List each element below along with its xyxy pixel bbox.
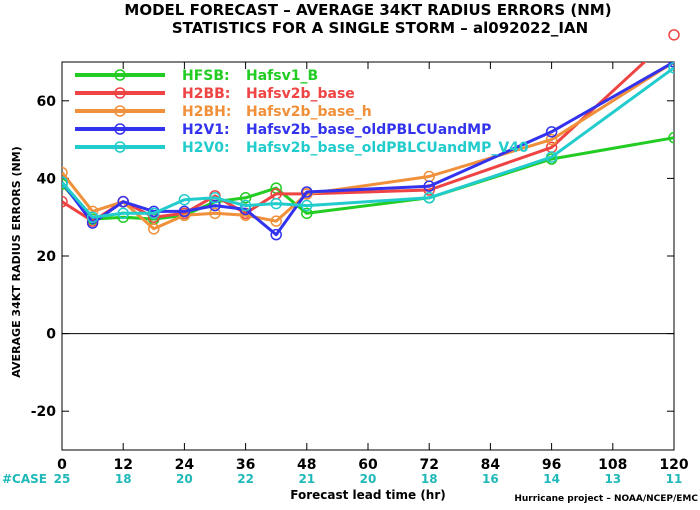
legend-code: HFSB: <box>182 68 230 84</box>
data-point <box>62 195 68 208</box>
data-point <box>423 192 435 204</box>
data-point <box>117 207 129 220</box>
y-tick-label: -20 <box>31 404 57 420</box>
data-point <box>178 193 191 206</box>
case-count: 14 <box>543 472 560 486</box>
x-tick-label: 48 <box>297 457 316 473</box>
case-count: 18 <box>421 472 438 486</box>
legend-desc: Hafsv2b_base_h <box>246 104 372 120</box>
x-tick-label: 96 <box>542 457 561 473</box>
data-point-offscale <box>668 29 680 41</box>
data-point <box>270 215 282 227</box>
legend-marker <box>114 123 126 135</box>
y-tick-label: 40 <box>37 171 57 187</box>
data-point <box>545 126 558 138</box>
legend-marker <box>114 69 126 81</box>
legend-code: H2BH: <box>182 104 231 120</box>
data-point <box>209 199 221 212</box>
data-point <box>668 131 674 144</box>
data-point <box>62 176 68 189</box>
data-point <box>545 133 558 146</box>
data-point <box>209 192 221 204</box>
legend-desc: Hafsv2b_base <box>246 86 355 102</box>
x-tick-label: 72 <box>419 457 438 473</box>
legend-code: H2BB: <box>182 86 230 102</box>
y-tick-label: 60 <box>37 94 57 110</box>
x-tick-label: 24 <box>175 457 195 473</box>
x-tick-label: 108 <box>598 457 627 473</box>
data-point <box>117 195 129 208</box>
case-count: 21 <box>298 472 315 486</box>
data-point <box>239 199 252 212</box>
data-point <box>423 180 435 192</box>
legend-marker <box>114 141 126 153</box>
data-point <box>668 62 674 74</box>
data-point <box>178 205 191 218</box>
data-point <box>301 207 313 220</box>
data-point <box>270 197 282 210</box>
case-count: 25 <box>54 472 71 486</box>
case-count: 18 <box>115 472 132 486</box>
data-point <box>301 186 313 198</box>
series-line <box>62 62 674 237</box>
legend-desc: Hafsv2b_base_oldPBLCUandMP_V40 <box>246 140 529 156</box>
x-tick-label: 120 <box>659 457 688 473</box>
y-axis-label: AVERAGE 34KT RADIUS ERRORS (NM) <box>10 146 23 377</box>
legend-desc: Hafsv1_B <box>246 68 318 84</box>
legend-marker <box>114 87 126 99</box>
data-point <box>209 207 221 220</box>
legend-marker <box>114 105 126 117</box>
case-count: 16 <box>482 472 499 486</box>
data-point <box>301 199 313 212</box>
case-count: 22 <box>237 472 254 486</box>
data-point <box>545 151 558 163</box>
y-tick-label: 0 <box>46 327 56 343</box>
x-tick-label: 0 <box>57 457 67 473</box>
y-tick-label: 20 <box>37 249 57 265</box>
data-point <box>239 192 252 204</box>
legend-code: H2V1: <box>182 122 230 138</box>
data-point <box>62 166 68 179</box>
footer-credit: Hurricane project – NOAA/NCEP/EMC <box>514 494 698 504</box>
plot-area: 0 12 24 36 48 60 72 84 96 108 120 -20 0 20 40 60 25 18 20 2… <box>31 29 689 486</box>
x-tick-label: 36 <box>236 457 255 473</box>
legend-code: H2V0: <box>182 140 230 156</box>
data-point <box>270 228 282 241</box>
legend-desc: Hafsv2b_base_oldPBLCUandMP <box>246 122 491 138</box>
data-point <box>86 211 99 223</box>
case-count: 20 <box>176 472 193 486</box>
x-tick-label: 84 <box>481 457 501 473</box>
data-point <box>148 207 160 220</box>
series-h2v0 <box>62 62 674 223</box>
data-point <box>148 223 160 235</box>
x-axis-label: Forecast lead time (hr) <box>290 488 446 502</box>
case-count: 20 <box>360 472 377 486</box>
legend: HFSB: Hafsv1_B H2BB: Hafsv2b_base H2BH: Hafsv… <box>75 68 529 156</box>
x-tick-label: 12 <box>113 457 132 473</box>
chart-subtitle: STATISTICS FOR A SINGLE STORM – al092022… <box>172 19 588 37</box>
chart-title: MODEL FORECAST – AVERAGE 34KT RADIUS ERR… <box>124 1 611 19</box>
cases-label: #CASE <box>2 472 47 486</box>
case-count: 13 <box>604 472 621 486</box>
case-count: 11 <box>666 472 683 486</box>
x-tick-label: 60 <box>358 457 378 473</box>
